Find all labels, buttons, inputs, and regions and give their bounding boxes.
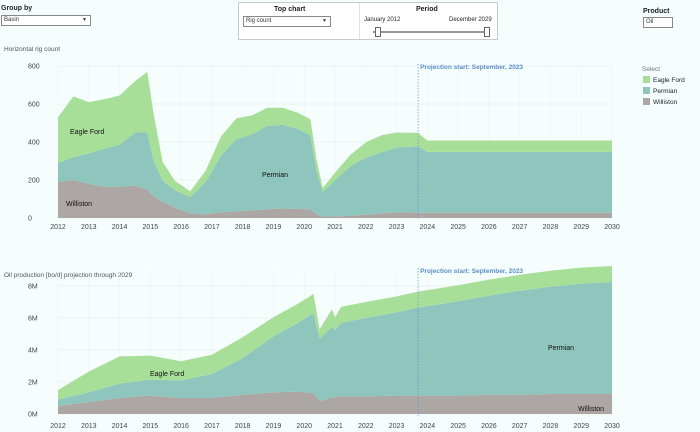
x-tick-label: 2018 bbox=[235, 224, 251, 231]
y-tick-label: 0 bbox=[28, 216, 32, 223]
product-select[interactable]: Oil bbox=[643, 17, 673, 28]
group-by-value: Basin bbox=[4, 17, 20, 23]
y-tick-label: 2M bbox=[28, 380, 38, 387]
y-tick-label: 0M bbox=[28, 412, 38, 419]
x-tick-label: 2019 bbox=[266, 224, 282, 231]
projection-label: Projection start: September, 2023 bbox=[420, 268, 523, 275]
x-tick-label: 2012 bbox=[50, 224, 66, 231]
legend-item-permian[interactable]: Permian bbox=[643, 87, 677, 95]
period-slider-start-handle[interactable] bbox=[375, 27, 381, 37]
top-chart-title: Horizontal rig count bbox=[4, 46, 60, 53]
area-williston bbox=[58, 180, 612, 218]
y-tick-label: 4M bbox=[28, 348, 38, 355]
chevron-down-icon: ▼ bbox=[322, 18, 327, 24]
x-tick-label: 2016 bbox=[173, 224, 189, 231]
x-tick-label: 2026 bbox=[481, 423, 497, 430]
area-annotation: Permian bbox=[548, 345, 574, 352]
legend-title: Select bbox=[642, 66, 661, 73]
x-tick-label: 2030 bbox=[604, 423, 620, 430]
y-tick-label: 600 bbox=[28, 102, 40, 109]
period-start: January 2012 bbox=[364, 17, 401, 23]
group-by-select[interactable]: Basin ▼ bbox=[1, 15, 91, 26]
x-tick-label: 2023 bbox=[389, 423, 405, 430]
x-tick-label: 2021 bbox=[327, 224, 343, 231]
x-tick-label: 2012 bbox=[50, 423, 66, 430]
product-label: Product bbox=[643, 8, 670, 15]
x-tick-label: 2017 bbox=[204, 224, 220, 231]
area-permian bbox=[58, 282, 612, 406]
legend-item-williston[interactable]: Williston bbox=[643, 98, 677, 106]
period-label: Period bbox=[416, 6, 438, 13]
y-tick-label: 400 bbox=[28, 140, 40, 147]
area-annotation: Williston bbox=[578, 406, 604, 413]
period-slider-end-handle[interactable] bbox=[484, 27, 490, 37]
y-tick-label: 200 bbox=[28, 178, 40, 185]
legend-item-label: Permian bbox=[653, 88, 678, 95]
x-tick-label: 2020 bbox=[296, 224, 312, 231]
x-tick-label: 2024 bbox=[420, 224, 436, 231]
x-tick-label: 2013 bbox=[81, 423, 97, 430]
top-chart-value: Rig count bbox=[246, 18, 272, 24]
top-chart-select[interactable]: Rig count ▼ bbox=[243, 16, 331, 27]
x-tick-label: 2015 bbox=[143, 423, 159, 430]
x-tick-label: 2014 bbox=[112, 423, 128, 430]
x-tick-label: 2026 bbox=[481, 224, 497, 231]
y-tick-label: 6M bbox=[28, 316, 38, 323]
legend-item-label: Williston bbox=[653, 99, 678, 106]
period-slider-track[interactable] bbox=[373, 31, 489, 33]
area-annotation: Williston bbox=[66, 201, 92, 208]
x-tick-label: 2020 bbox=[296, 423, 312, 430]
legend-item-label: Eagle Ford bbox=[653, 77, 685, 84]
area-annotation: Eagle Ford bbox=[150, 371, 184, 378]
legend-item-eagle-ford[interactable]: Eagle Ford bbox=[643, 76, 685, 84]
x-tick-label: 2015 bbox=[143, 224, 159, 231]
product-value: Oil bbox=[646, 19, 654, 25]
x-tick-label: 2028 bbox=[543, 423, 559, 430]
legend-swatch bbox=[643, 76, 650, 83]
legend-swatch bbox=[643, 98, 650, 105]
chart-options-panel: Top chart Rig count ▼ Period January 201… bbox=[238, 2, 498, 40]
chevron-down-icon: ▼ bbox=[82, 17, 87, 23]
x-tick-label: 2028 bbox=[543, 224, 559, 231]
y-tick-label: 800 bbox=[28, 64, 40, 71]
x-tick-label: 2029 bbox=[573, 423, 589, 430]
x-tick-label: 2013 bbox=[81, 224, 97, 231]
x-tick-label: 2027 bbox=[512, 224, 528, 231]
group-by-label: Group by bbox=[1, 5, 33, 12]
y-tick-label: 8M bbox=[28, 284, 38, 291]
projection-label: Projection start: September, 2023 bbox=[420, 64, 523, 71]
x-tick-label: 2021 bbox=[327, 423, 343, 430]
period-end: December 2029 bbox=[449, 17, 492, 23]
x-tick-label: 2027 bbox=[512, 423, 528, 430]
x-tick-label: 2019 bbox=[266, 423, 282, 430]
x-tick-label: 2017 bbox=[204, 423, 220, 430]
bottom-chart-title: Oil production [bo/d] projection through… bbox=[4, 272, 133, 279]
area-williston bbox=[58, 391, 612, 414]
x-tick-label: 2022 bbox=[358, 224, 374, 231]
x-tick-label: 2025 bbox=[450, 224, 466, 231]
area-eagle-ford bbox=[58, 266, 612, 400]
area-permian bbox=[58, 124, 612, 217]
x-tick-label: 2014 bbox=[112, 224, 128, 231]
x-tick-label: 2030 bbox=[604, 224, 620, 231]
x-tick-label: 2018 bbox=[235, 423, 251, 430]
area-annotation: Eagle Ford bbox=[70, 129, 104, 136]
legend-swatch bbox=[643, 87, 650, 94]
x-tick-label: 2024 bbox=[420, 423, 436, 430]
x-tick-label: 2029 bbox=[573, 224, 589, 231]
area-annotation: Permian bbox=[262, 172, 288, 179]
x-tick-label: 2023 bbox=[389, 224, 405, 231]
top-chart-control: Top chart Rig count ▼ bbox=[239, 3, 360, 39]
top-chart-label: Top chart bbox=[274, 6, 306, 13]
x-tick-label: 2016 bbox=[173, 423, 189, 430]
x-tick-label: 2025 bbox=[450, 423, 466, 430]
x-tick-label: 2022 bbox=[358, 423, 374, 430]
